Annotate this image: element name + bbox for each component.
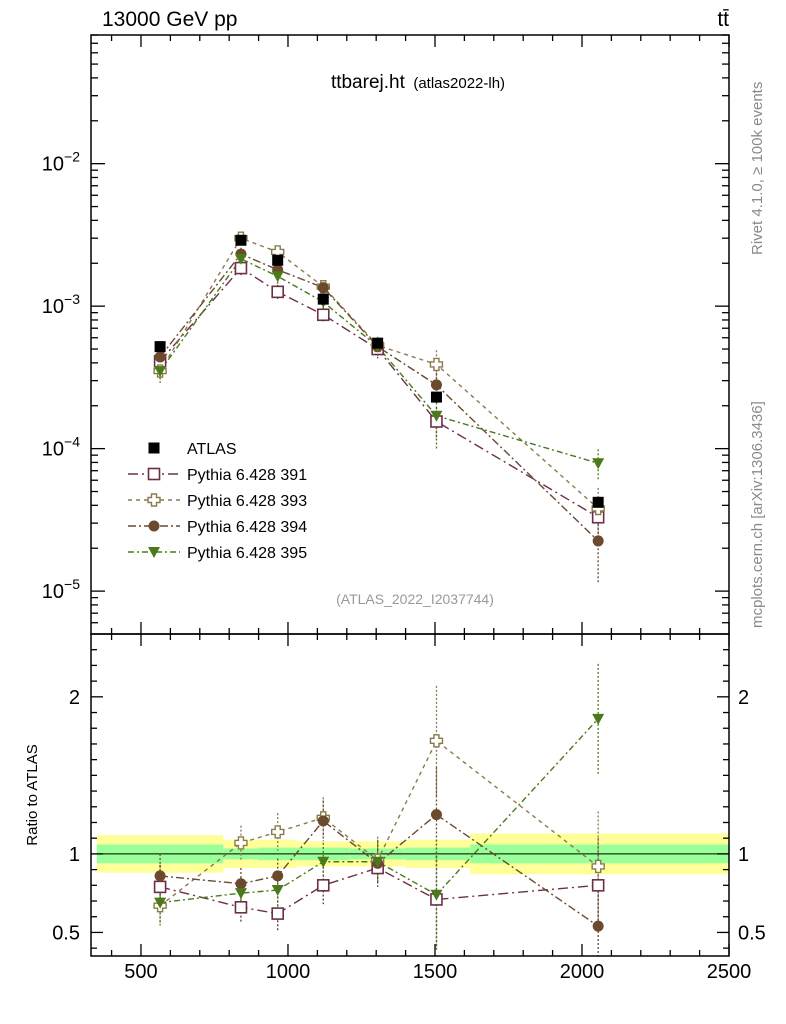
- x-tick-label: 500: [124, 961, 157, 983]
- ratio-point-pythia-6-428-391: [316, 879, 330, 892]
- ratio-y-tick-label-right: 2: [738, 687, 749, 709]
- y-tick-label: 10−3: [42, 291, 80, 318]
- point-pythia-6-428-391: [271, 285, 284, 299]
- ratio-ylabel: Ratio to ATLAS: [24, 744, 41, 845]
- ratio-point-pythia-6-428-394: [154, 870, 166, 882]
- plot-title-sub: (atlas2022-lh): [413, 75, 505, 92]
- ratio-point-pythia-6-428-391: [591, 879, 605, 892]
- ratio-point-pythia-6-428-394: [317, 815, 329, 827]
- watermark: (ATLAS_2022_I2037744): [336, 591, 494, 607]
- point-pythia-6-428-394: [154, 351, 166, 363]
- x-tick-label: 1000: [266, 961, 311, 983]
- ratio-y-tick-label-left: 1: [69, 844, 80, 866]
- point-atlas: [272, 254, 284, 266]
- x-tick-label: 2500: [707, 961, 752, 983]
- legend-marker-pythia-6-428-393: [147, 493, 161, 507]
- ratio-point-pythia-6-428-393: [429, 734, 444, 748]
- ratio-y-tick-label-left: 2: [69, 687, 80, 709]
- ratio-line-pythia-6-428-391: [159, 867, 599, 915]
- ratio-point-pythia-6-428-394: [592, 920, 604, 932]
- plot-title: ttbarej.ht (atlas2022-lh): [331, 72, 505, 93]
- point-atlas: [317, 293, 329, 305]
- header-right: tt̄: [717, 8, 729, 31]
- legend-marker-atlas: [148, 442, 160, 454]
- legend-label-pythia-6-428-393: Pythia 6.428 393: [187, 493, 307, 510]
- rivet-label: Rivet 4.1.0, ≥ 100k events: [749, 82, 766, 255]
- point-atlas: [430, 391, 442, 403]
- ratio-point-pythia-6-428-395: [430, 889, 443, 901]
- y-tick-label: 10−4: [42, 434, 80, 461]
- legend-label-pythia-6-428-391: Pythia 6.428 391: [187, 467, 307, 484]
- ratio-point-pythia-6-428-391: [153, 880, 167, 894]
- point-atlas: [372, 337, 384, 349]
- point-pythia-6-428-395: [592, 458, 605, 470]
- ratio-y-tick-label-left: 0.5: [52, 922, 80, 944]
- y-tick-label: 10−2: [42, 149, 80, 176]
- ratio-point-pythia-6-428-394: [272, 870, 284, 882]
- ratio-point-pythia-6-428-395: [154, 897, 167, 909]
- ratio-point-pythia-6-428-394: [235, 878, 247, 890]
- x-tick-label: 1500: [413, 961, 458, 983]
- point-pythia-6-428-394: [317, 282, 329, 294]
- point-pythia-6-428-395: [234, 253, 247, 265]
- ratio-point-pythia-6-428-395: [371, 856, 384, 868]
- ratio-point-pythia-6-428-393: [234, 836, 248, 850]
- ratio-point-pythia-6-428-393: [591, 859, 605, 874]
- ratio-point-pythia-6-428-391: [271, 907, 284, 920]
- legend-label-pythia-6-428-394: Pythia 6.428 394: [187, 519, 307, 536]
- line-pythia-6-428-395: [159, 257, 599, 464]
- ratio-frame: [90, 633, 730, 957]
- ratio-y-tick-label-right: 0.5: [738, 922, 766, 944]
- legend-label-atlas: ATLAS: [187, 441, 237, 458]
- plot-title-main: ttbarej.ht: [331, 72, 406, 93]
- y-tick-label: 10−5: [42, 576, 80, 603]
- point-atlas: [592, 496, 604, 508]
- ratio-point-pythia-6-428-395: [271, 885, 284, 897]
- legend-marker-pythia-6-428-395: [148, 547, 160, 558]
- header-left: 13000 GeV pp: [102, 8, 237, 31]
- point-pythia-6-428-391: [316, 308, 330, 322]
- ratio-point-pythia-6-428-395: [234, 888, 247, 900]
- point-pythia-6-428-395: [430, 410, 443, 422]
- ratio-point-pythia-6-428-391: [234, 901, 248, 914]
- mcplots-label: mcplots.cern.ch [arXiv:1306.3436]: [749, 401, 766, 628]
- ratio-point-pythia-6-428-394: [430, 809, 442, 821]
- point-atlas: [154, 341, 166, 353]
- ratio-point-pythia-6-428-395: [317, 856, 330, 868]
- point-pythia-6-428-394: [592, 535, 604, 547]
- point-pythia-6-428-393: [429, 357, 444, 372]
- x-tick-label: 2000: [560, 961, 605, 983]
- legend-marker-pythia-6-428-391: [147, 467, 161, 481]
- legend-label-pythia-6-428-395: Pythia 6.428 395: [187, 545, 307, 562]
- ratio-line-pythia-6-428-395: [160, 718, 599, 904]
- ratio-y-tick-label-right: 1: [738, 844, 749, 866]
- point-pythia-6-428-394: [430, 379, 442, 391]
- point-pythia-6-428-395: [271, 271, 284, 283]
- ratio-point-pythia-6-428-393: [270, 825, 285, 839]
- legend-marker-pythia-6-428-394: [148, 520, 160, 532]
- point-atlas: [235, 234, 247, 246]
- ratio-point-pythia-6-428-395: [592, 713, 605, 725]
- point-pythia-6-428-395: [154, 366, 167, 378]
